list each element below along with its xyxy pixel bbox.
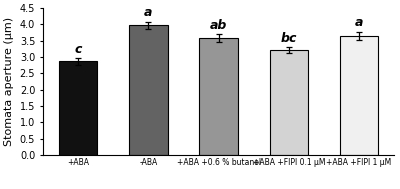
Text: bc: bc [281, 32, 297, 45]
Bar [270, 50, 308, 155]
Text: ab: ab [210, 19, 227, 32]
Text: c: c [74, 43, 82, 56]
Bar [199, 38, 238, 155]
Text: a: a [144, 6, 152, 19]
Bar [59, 61, 98, 155]
Text: a: a [355, 16, 363, 29]
Bar [129, 26, 168, 155]
Bar [340, 36, 378, 155]
Y-axis label: Stomata aperture (μm): Stomata aperture (μm) [4, 17, 14, 146]
